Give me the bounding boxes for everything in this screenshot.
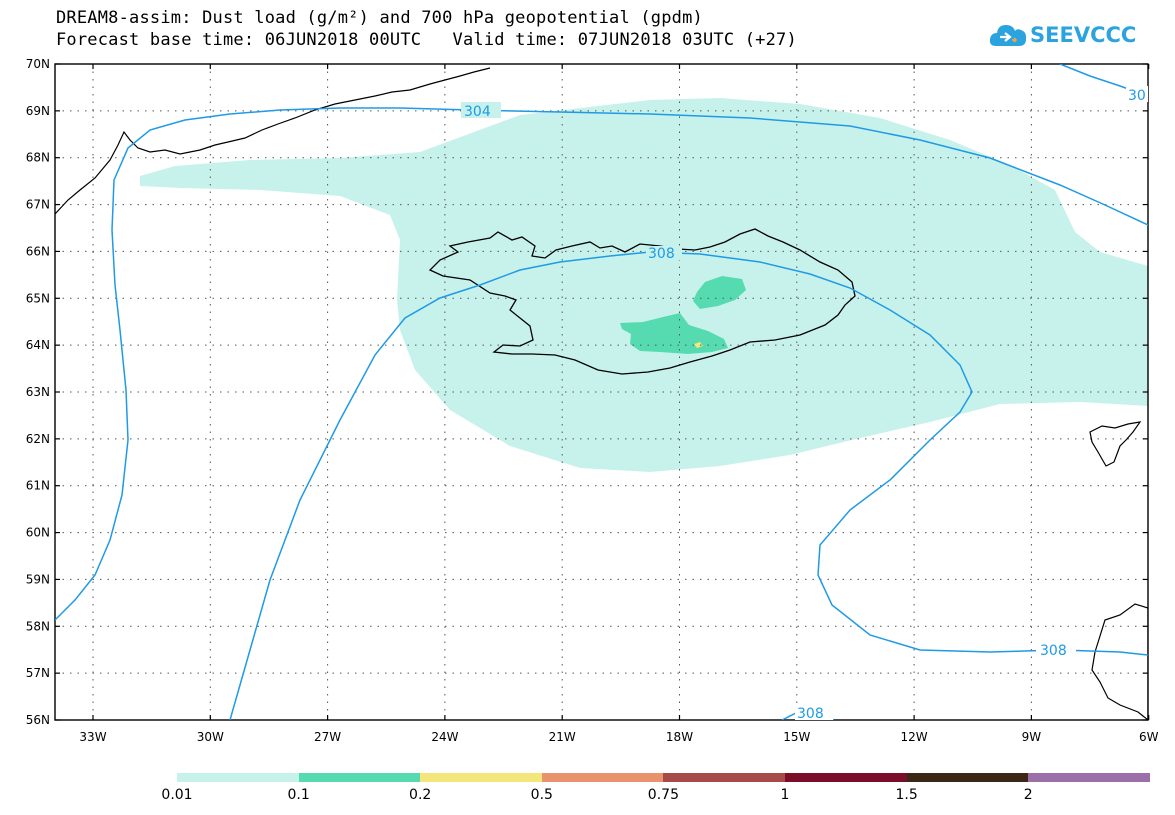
- dust-field-patch-north: [693, 276, 746, 309]
- contour-304-line: [55, 107, 1148, 621]
- longitude-labels: 33W 30W 27W 24W 21W 18W 15W 12W 9W 6W: [79, 730, 1158, 744]
- lon-label: 24W: [431, 730, 458, 744]
- seevccc-logo: SEEVCCC: [988, 20, 1136, 50]
- lon-label: 33W: [79, 730, 106, 744]
- colorbar-label: 0.1: [287, 787, 310, 803]
- lat-label: 70N: [26, 57, 50, 71]
- lon-label: 27W: [314, 730, 341, 744]
- lat-label: 60N: [26, 526, 50, 540]
- lon-label: 6W: [1139, 730, 1159, 744]
- colorbar-label: 0.2: [409, 787, 432, 803]
- lon-label: 12W: [901, 730, 928, 744]
- axis-ticks: [55, 63, 1150, 721]
- colorbar-swatch: [663, 773, 785, 782]
- contour-label-30-topright: 30: [1128, 88, 1146, 104]
- colorbar-label: 0.75: [647, 787, 679, 803]
- lat-label: 66N: [26, 244, 50, 258]
- lon-label: 21W: [549, 730, 576, 744]
- colorbar-swatch: [541, 773, 664, 782]
- dust-field-low: [140, 98, 1148, 472]
- cloud-icon: [989, 25, 1027, 46]
- colorbar-swatch: [420, 773, 542, 782]
- colorbar-swatch: [906, 773, 1029, 782]
- lat-label: 67N: [26, 198, 50, 212]
- lat-label: 57N: [26, 666, 50, 680]
- lat-label: 62N: [26, 432, 50, 446]
- colorbar-swatch: [177, 773, 299, 782]
- contour-label-308-right: 308: [1040, 643, 1067, 659]
- latitude-labels: 70N 69N 68N 67N 66N 65N 64N 63N 62N 61N 60N 59N 58N 5…: [26, 57, 50, 727]
- colorbar-label: 2: [1023, 787, 1033, 803]
- lat-label: 69N: [26, 104, 50, 118]
- lon-label: 18W: [666, 730, 693, 744]
- lon-label: 9W: [1022, 730, 1042, 744]
- contour-label-304: 304: [464, 104, 491, 120]
- contour-label-308-mid: 308: [648, 246, 675, 262]
- lat-label: 61N: [26, 479, 50, 493]
- scotland-coastline: [1091, 603, 1148, 720]
- colorbar-label: 0.01: [161, 787, 193, 803]
- lat-label: 56N: [26, 713, 50, 727]
- colorbar-label: 1: [780, 787, 790, 803]
- colorbar-label: 0.5: [530, 787, 553, 803]
- lat-label: 64N: [26, 338, 50, 352]
- lat-label: 63N: [26, 385, 50, 399]
- greenland-coastline: [55, 67, 491, 215]
- lon-label: 15W: [783, 730, 810, 744]
- chart-subtitle: Forecast base time: 06JUN2018 00UTC Vali…: [56, 30, 797, 50]
- lat-label: 65N: [26, 291, 50, 305]
- lon-label: 30W: [197, 730, 224, 744]
- lat-label: 68N: [26, 151, 50, 165]
- faroe-coastline: [1089, 421, 1142, 467]
- lat-label: 58N: [26, 619, 50, 633]
- contour-308-line: [229, 251, 1148, 720]
- colorbar-label: 1.5: [895, 787, 918, 803]
- contour-label-308-bottom: 308: [797, 706, 824, 722]
- lat-label: 59N: [26, 572, 50, 586]
- colorbar-swatch: [785, 773, 907, 782]
- colorbar-swatch: [1028, 773, 1150, 782]
- colorbar-swatch: [298, 773, 421, 782]
- chart-title: DREAM8-assim: Dust load (g/m²) and 700 h…: [56, 8, 703, 28]
- logo-text: SEEVCCC: [1030, 23, 1137, 47]
- dust-field-spot: [694, 342, 703, 348]
